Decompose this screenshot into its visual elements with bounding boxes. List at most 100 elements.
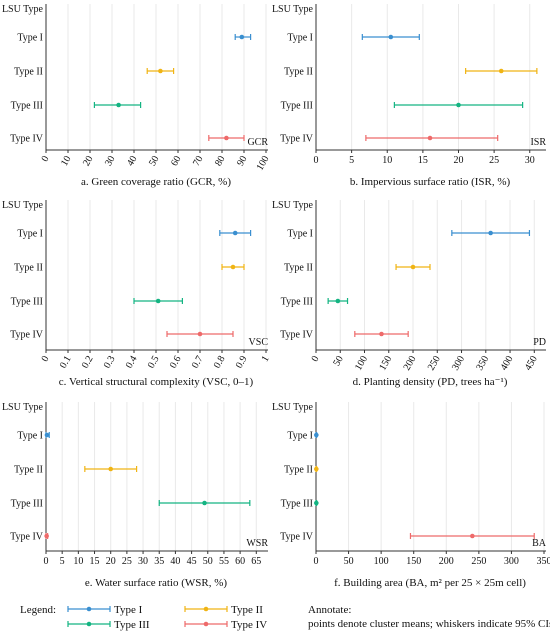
x-tick-label: 100 bbox=[255, 154, 272, 172]
y-tick-label: Type IV bbox=[280, 532, 314, 543]
x-tick-label: 0 bbox=[44, 556, 49, 567]
x-axis-label: a. Green coverage ratio (GCR, %) bbox=[81, 176, 231, 188]
x-tick-label: 20 bbox=[454, 155, 464, 166]
x-tick-label: 50 bbox=[344, 556, 354, 567]
y-tick-label: Type IV bbox=[10, 532, 44, 543]
mean-point bbox=[488, 231, 493, 236]
legend-item: Type I bbox=[68, 604, 143, 616]
x-tick-label: 15 bbox=[418, 155, 428, 166]
mean-point bbox=[231, 265, 236, 270]
x-tick-label: 0 bbox=[314, 155, 319, 166]
x-tick-label: 5 bbox=[349, 155, 354, 166]
x-axis-label: d. Planting density (PD, trees ha⁻¹) bbox=[353, 376, 508, 388]
x-axis-label: e. Water surface ratio (WSR, %) bbox=[85, 577, 227, 589]
mean-point bbox=[336, 299, 341, 304]
mean-point bbox=[389, 35, 394, 40]
mean-point bbox=[456, 103, 461, 108]
x-tick-label: 65 bbox=[251, 556, 261, 567]
y-tick-label: Type II bbox=[284, 67, 313, 78]
x-tick-label: 25 bbox=[122, 556, 132, 567]
legend-label: Type II bbox=[231, 604, 263, 616]
x-tick-label: 40 bbox=[170, 556, 180, 567]
x-tick-label: 10 bbox=[382, 155, 392, 166]
y-tick-label: Type III bbox=[11, 101, 43, 112]
x-tick-label: 0 bbox=[40, 154, 52, 164]
x-tick-label: 0.3 bbox=[102, 354, 118, 370]
x-tick-label: 450 bbox=[523, 354, 540, 372]
category-header: LSU Type bbox=[272, 402, 314, 413]
mean-point bbox=[116, 103, 121, 108]
y-tick-label: Type II bbox=[284, 263, 313, 274]
y-tick-label: Type IV bbox=[10, 134, 44, 145]
y-tick-label: Type I bbox=[17, 431, 43, 442]
y-tick-label: Type II bbox=[14, 263, 43, 274]
x-tick-label: 0 bbox=[314, 556, 319, 567]
x-tick-label: 100 bbox=[353, 354, 370, 372]
x-tick-label: 30 bbox=[525, 155, 535, 166]
y-tick-label: Type II bbox=[284, 465, 313, 476]
y-tick-label: Type III bbox=[281, 297, 313, 308]
x-tick-label: 0.1 bbox=[58, 354, 74, 370]
annotation: Annotate:points denote cluster means; wh… bbox=[308, 604, 550, 630]
x-tick-label: 1 bbox=[260, 354, 272, 364]
mean-point bbox=[198, 332, 203, 337]
panel-corner-label: PD bbox=[533, 337, 546, 348]
x-tick-label: 0.5 bbox=[146, 354, 162, 370]
x-tick-label: 300 bbox=[450, 354, 467, 372]
x-tick-label: 35 bbox=[154, 556, 164, 567]
x-tick-label: 0 bbox=[40, 354, 52, 364]
panel-corner-label: ISR bbox=[530, 137, 546, 148]
legend-swatch-point bbox=[204, 607, 209, 612]
legend-item: Type IV bbox=[185, 619, 267, 631]
x-tick-label: 0 bbox=[310, 354, 322, 364]
y-tick-label: Type IV bbox=[280, 330, 314, 341]
legend-swatch-point bbox=[87, 607, 92, 612]
x-tick-label: 60 bbox=[169, 154, 184, 168]
x-tick-label: 150 bbox=[377, 354, 394, 372]
category-header: LSU Type bbox=[272, 4, 314, 15]
y-tick-label: Type IV bbox=[280, 134, 314, 145]
category-header: LSU Type bbox=[2, 402, 44, 413]
x-tick-label: 55 bbox=[219, 556, 229, 567]
x-tick-label: 20 bbox=[81, 154, 96, 168]
mean-point bbox=[314, 433, 319, 438]
legend-swatch-point bbox=[87, 622, 92, 627]
x-axis-label: b. Impervious surface ratio (ISR, %) bbox=[350, 176, 511, 188]
y-tick-label: Type I bbox=[287, 431, 313, 442]
x-tick-label: 90 bbox=[235, 154, 250, 168]
x-tick-label: 200 bbox=[402, 354, 419, 372]
x-tick-label: 350 bbox=[474, 354, 491, 372]
x-tick-label: 0.6 bbox=[168, 354, 184, 370]
legend-item: Type III bbox=[68, 619, 150, 631]
mean-point bbox=[428, 136, 433, 141]
x-tick-label: 5 bbox=[60, 556, 65, 567]
x-tick-label: 400 bbox=[499, 354, 516, 372]
y-tick-label: Type II bbox=[14, 67, 43, 78]
x-tick-label: 10 bbox=[59, 154, 74, 168]
x-tick-label: 350 bbox=[537, 556, 550, 567]
x-tick-label: 70 bbox=[191, 154, 206, 168]
x-tick-label: 0.4 bbox=[124, 354, 140, 370]
mean-point bbox=[314, 501, 319, 506]
y-tick-label: Type III bbox=[281, 101, 313, 112]
mean-point bbox=[44, 534, 49, 539]
x-tick-label: 300 bbox=[504, 556, 519, 567]
x-tick-label: 45 bbox=[187, 556, 197, 567]
x-tick-label: 30 bbox=[138, 556, 148, 567]
x-tick-label: 20 bbox=[106, 556, 116, 567]
x-tick-label: 30 bbox=[103, 154, 118, 168]
x-tick-label: 0.9 bbox=[234, 354, 250, 370]
x-tick-label: 50 bbox=[203, 556, 213, 567]
mean-point bbox=[224, 136, 229, 141]
panel-corner-label: GCR bbox=[247, 137, 268, 148]
mean-point bbox=[156, 299, 161, 304]
mean-point bbox=[499, 69, 504, 74]
legend-label: Type IV bbox=[231, 619, 267, 631]
annotation-text: points denote cluster means; whiskers in… bbox=[308, 618, 550, 630]
